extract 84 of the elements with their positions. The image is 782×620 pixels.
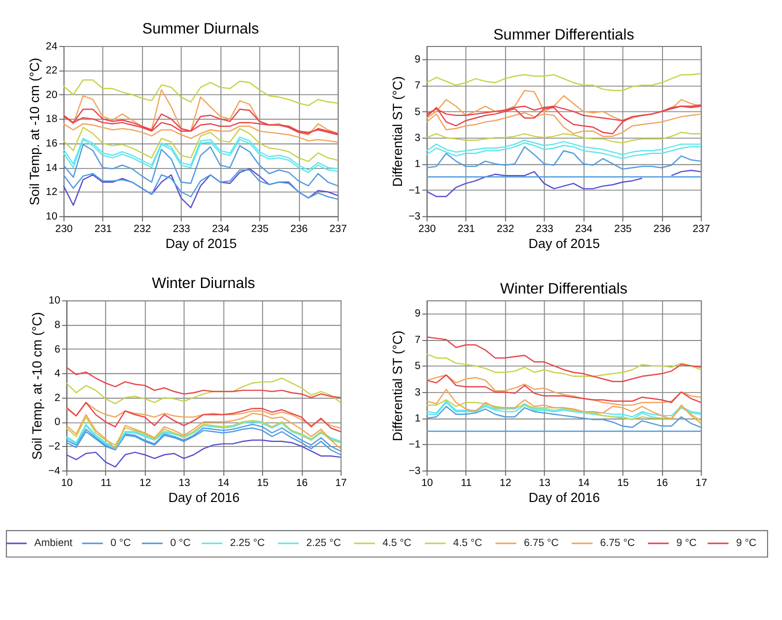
- y-tick-label: 18: [46, 114, 58, 126]
- y-tick-label: 4: [54, 368, 60, 380]
- x-axis-title: Day of 2015: [165, 236, 237, 251]
- legend-label: 9 °C: [736, 538, 757, 550]
- y-axis-title: Differential ST (°C): [390, 76, 405, 187]
- x-axis-title: Day of 2015: [528, 236, 600, 251]
- legend-label: 4.5 °C: [382, 538, 412, 550]
- y-tick-label: −4: [48, 466, 60, 477]
- y-tick-label: 9: [414, 54, 421, 66]
- y-tick-label: 6: [54, 344, 60, 356]
- x-tick-label: 233: [536, 224, 554, 235]
- legend-label: 0 °C: [110, 538, 132, 550]
- x-tick-label: 232: [134, 224, 152, 235]
- y-tick-label: 7: [414, 334, 421, 346]
- y-tick-label: 14: [46, 162, 58, 174]
- x-tick-label: 12: [139, 478, 152, 490]
- y-tick-label: 10: [46, 212, 58, 222]
- x-tick-label: 14: [218, 478, 230, 490]
- x-tick-label: 11: [100, 478, 112, 490]
- x-axis-title: Day of 2016: [528, 490, 600, 506]
- x-tick-label: 12: [500, 478, 512, 490]
- x-tick-label: 237: [330, 224, 348, 235]
- y-tick-label: 12: [46, 187, 58, 198]
- x-axis-title: Day of 2016: [168, 490, 240, 506]
- legend-label: 2.25 °C: [306, 538, 342, 550]
- y-tick-label: 5: [414, 361, 421, 372]
- x-tick-label: 17: [696, 478, 708, 490]
- x-tick-label: 236: [290, 224, 308, 235]
- x-tick-label: 15: [617, 478, 629, 490]
- legend-label: 9 °C: [676, 538, 698, 550]
- x-tick-label: 14: [578, 478, 590, 490]
- x-tick-label: 234: [575, 224, 593, 235]
- x-tick-label: 230: [418, 224, 436, 235]
- legend-label: 6.75 °C: [524, 538, 560, 550]
- y-axis-title: Soil Temp. at -10 cm (°C): [30, 312, 45, 460]
- y-tick-label: 24: [46, 41, 58, 52]
- y-tick-label: 22: [46, 66, 58, 77]
- x-tick-label: 15: [256, 478, 269, 490]
- x-tick-label: 16: [656, 478, 668, 490]
- legend-label: 4.5 °C: [453, 538, 483, 550]
- x-tick-label: 232: [496, 224, 514, 235]
- x-tick-label: 17: [335, 478, 348, 490]
- y-tick-label: −3: [408, 212, 421, 222]
- x-tick-label: 11: [460, 478, 472, 490]
- legend-label: 6.75 °C: [600, 538, 636, 550]
- legend-label: 0 °C: [170, 538, 192, 550]
- y-tick-label: 7: [414, 80, 421, 92]
- x-tick-label: 13: [178, 478, 190, 490]
- chart-title: Summer Diurnals: [142, 20, 260, 38]
- x-tick-label: 234: [212, 224, 230, 235]
- x-tick-label: 236: [653, 224, 672, 235]
- chart-title: Winter Diurnals: [152, 275, 256, 292]
- x-tick-label: 10: [61, 478, 73, 490]
- y-tick-label: −1: [408, 440, 421, 451]
- y-axis-title: Differential ST (°C): [390, 330, 406, 442]
- x-tick-label: 235: [614, 224, 632, 235]
- x-tick-label: 237: [692, 224, 710, 235]
- y-tick-label: 20: [46, 90, 58, 101]
- y-tick-label: 10: [48, 296, 60, 307]
- y-tick-label: 1: [414, 413, 421, 424]
- chart-title: Winter Differentials: [500, 280, 628, 298]
- y-tick-label: −1: [408, 185, 421, 196]
- y-tick-label: 1: [414, 159, 421, 170]
- y-tick-label: 0: [54, 417, 60, 428]
- y-tick-label: 16: [46, 138, 58, 150]
- y-tick-label: −3: [408, 466, 421, 477]
- legend-label: 2.25 °C: [230, 538, 266, 550]
- x-tick-label: 13: [538, 478, 551, 490]
- y-axis-title: Soil Temp. at -10 cm (°C): [27, 58, 42, 206]
- y-tick-label: 3: [414, 387, 421, 398]
- y-tick-label: 5: [414, 106, 421, 118]
- y-tick-label: 9: [414, 308, 421, 320]
- x-tick-label: 231: [458, 224, 476, 235]
- y-tick-label: 2: [54, 392, 60, 404]
- x-tick-label: 231: [94, 224, 112, 235]
- y-tick-label: 8: [54, 320, 60, 331]
- y-tick-label: 3: [414, 132, 421, 144]
- x-tick-label: 235: [251, 224, 269, 235]
- legend-label: Ambient: [34, 538, 73, 550]
- y-tick-label: −2: [48, 442, 60, 453]
- x-tick-label: 233: [172, 224, 190, 235]
- chart-title: Summer Differentials: [493, 26, 635, 44]
- x-tick-label: 16: [296, 478, 308, 490]
- x-tick-label: 230: [55, 224, 73, 235]
